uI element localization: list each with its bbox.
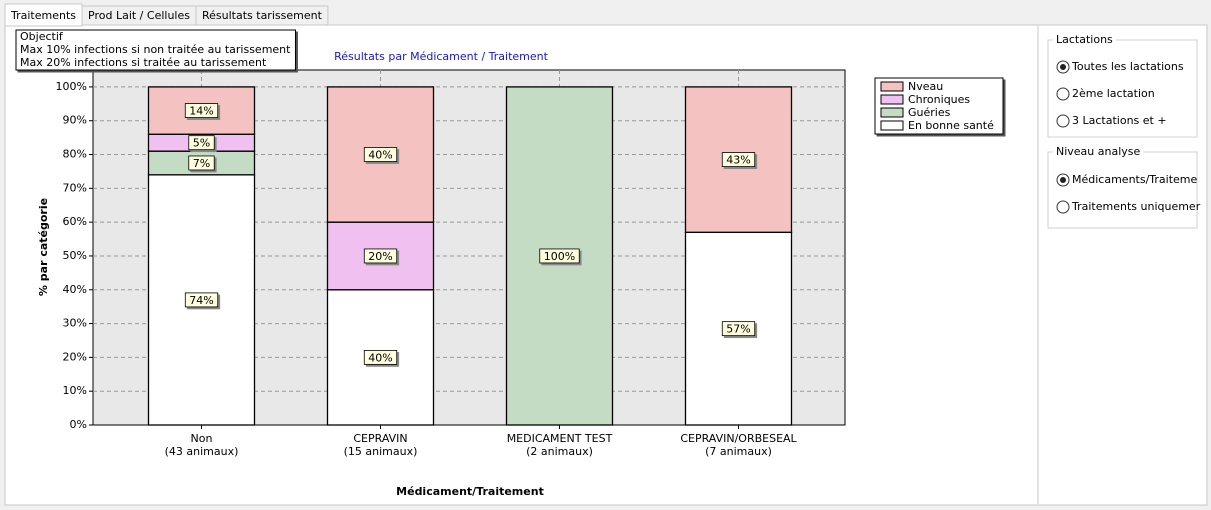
legend-label: Nveau: [908, 80, 943, 93]
group-title-bg: [1053, 146, 1144, 158]
data-label: 40%: [368, 149, 392, 162]
data-label: 20%: [368, 250, 392, 263]
legend-swatch: [880, 94, 904, 105]
note-line: Max 10% infections si non traitée au tar…: [20, 43, 291, 56]
group-title: Niveau analyse: [1056, 145, 1141, 158]
tab-label[interactable]: Prod Lait / Cellules: [88, 9, 190, 22]
legend-swatch: [880, 120, 904, 131]
data-label-box: [188, 135, 215, 151]
note-box: [15, 29, 296, 71]
data-label: 14%: [189, 105, 213, 118]
y-tick-label: 50%: [63, 249, 87, 262]
data-label: 40%: [368, 351, 392, 364]
radio-label[interactable]: Toutes les lactations: [1071, 60, 1184, 73]
y-axis-label: % par catégorie: [37, 198, 50, 296]
y-tick-label: 100%: [56, 80, 87, 93]
x-tick-note: (43 animaux): [165, 445, 239, 458]
y-tick-label: 60%: [63, 215, 87, 228]
legend-swatch: [880, 107, 904, 118]
legend-label: Guéries: [908, 106, 951, 119]
y-tick-label: 0%: [70, 418, 87, 431]
legend-label: Chroniques: [908, 93, 970, 106]
radio[interactable]: [1056, 200, 1070, 214]
x-tick-label: Non: [191, 432, 213, 445]
radio-label[interactable]: 2ème lactation: [1072, 87, 1155, 100]
x-tick-note: (7 animaux): [705, 445, 772, 458]
x-tick-label: CEPRAVIN/ORBESEAL: [680, 432, 797, 445]
data-label: 57%: [726, 323, 750, 336]
data-label: 100%: [544, 250, 575, 263]
radio-label[interactable]: Traitements uniquemer: [1071, 200, 1201, 213]
data-label: 7%: [193, 157, 210, 170]
chart-title: Résultats par Médicament / Traitement: [334, 50, 549, 63]
y-tick-label: 30%: [63, 317, 87, 330]
x-axis-label: Médicament/Traitement: [396, 485, 544, 498]
data-label: 43%: [726, 154, 750, 167]
tab[interactable]: [195, 5, 329, 26]
group-title: Lactations: [1056, 33, 1113, 46]
y-tick-label: 40%: [63, 283, 87, 296]
data-label-box: [184, 292, 219, 308]
y-tick-label: 10%: [63, 384, 87, 397]
legend-swatch: [880, 81, 904, 92]
tab-label[interactable]: Traitements: [10, 9, 76, 22]
legend-label: En bonne santé: [908, 119, 994, 132]
data-label: 5%: [193, 137, 210, 150]
data-label-box: [363, 248, 398, 264]
x-tick-note: (15 animaux): [344, 445, 418, 458]
radio[interactable]: [1056, 87, 1070, 101]
data-label-box: [188, 155, 215, 171]
data-label-box: [363, 147, 398, 162]
note-line: Objectif: [20, 30, 64, 43]
data-label-box: [184, 103, 219, 118]
group-box: [1047, 39, 1198, 138]
data-label-box: [721, 152, 756, 167]
y-tick-label: 70%: [63, 181, 87, 194]
note-line: Max 20% infections si traitée au tarisse…: [20, 56, 267, 69]
y-tick-label: 80%: [63, 148, 87, 161]
data-label-box: [539, 248, 580, 264]
radio-label[interactable]: 3 Lactations et +: [1072, 114, 1167, 127]
radio-dot: [1060, 64, 1066, 70]
radio-label[interactable]: Médicaments/Traiteme: [1072, 173, 1198, 186]
group-title-bg: [1053, 34, 1116, 46]
x-tick-label: CEPRAVIN: [353, 432, 407, 445]
x-tick-note: (2 animaux): [526, 445, 593, 458]
data-label-box: [363, 349, 398, 365]
y-tick-label: 90%: [63, 114, 87, 127]
data-label: 74%: [189, 294, 213, 307]
tab-label[interactable]: Résultats tarissement: [202, 9, 323, 22]
data-label-box: [721, 321, 756, 337]
y-tick-label: 20%: [63, 350, 87, 363]
x-tick-label: MEDICAMENT TEST: [507, 432, 613, 445]
radio[interactable]: [1056, 114, 1070, 128]
radio-dot: [1060, 177, 1066, 183]
